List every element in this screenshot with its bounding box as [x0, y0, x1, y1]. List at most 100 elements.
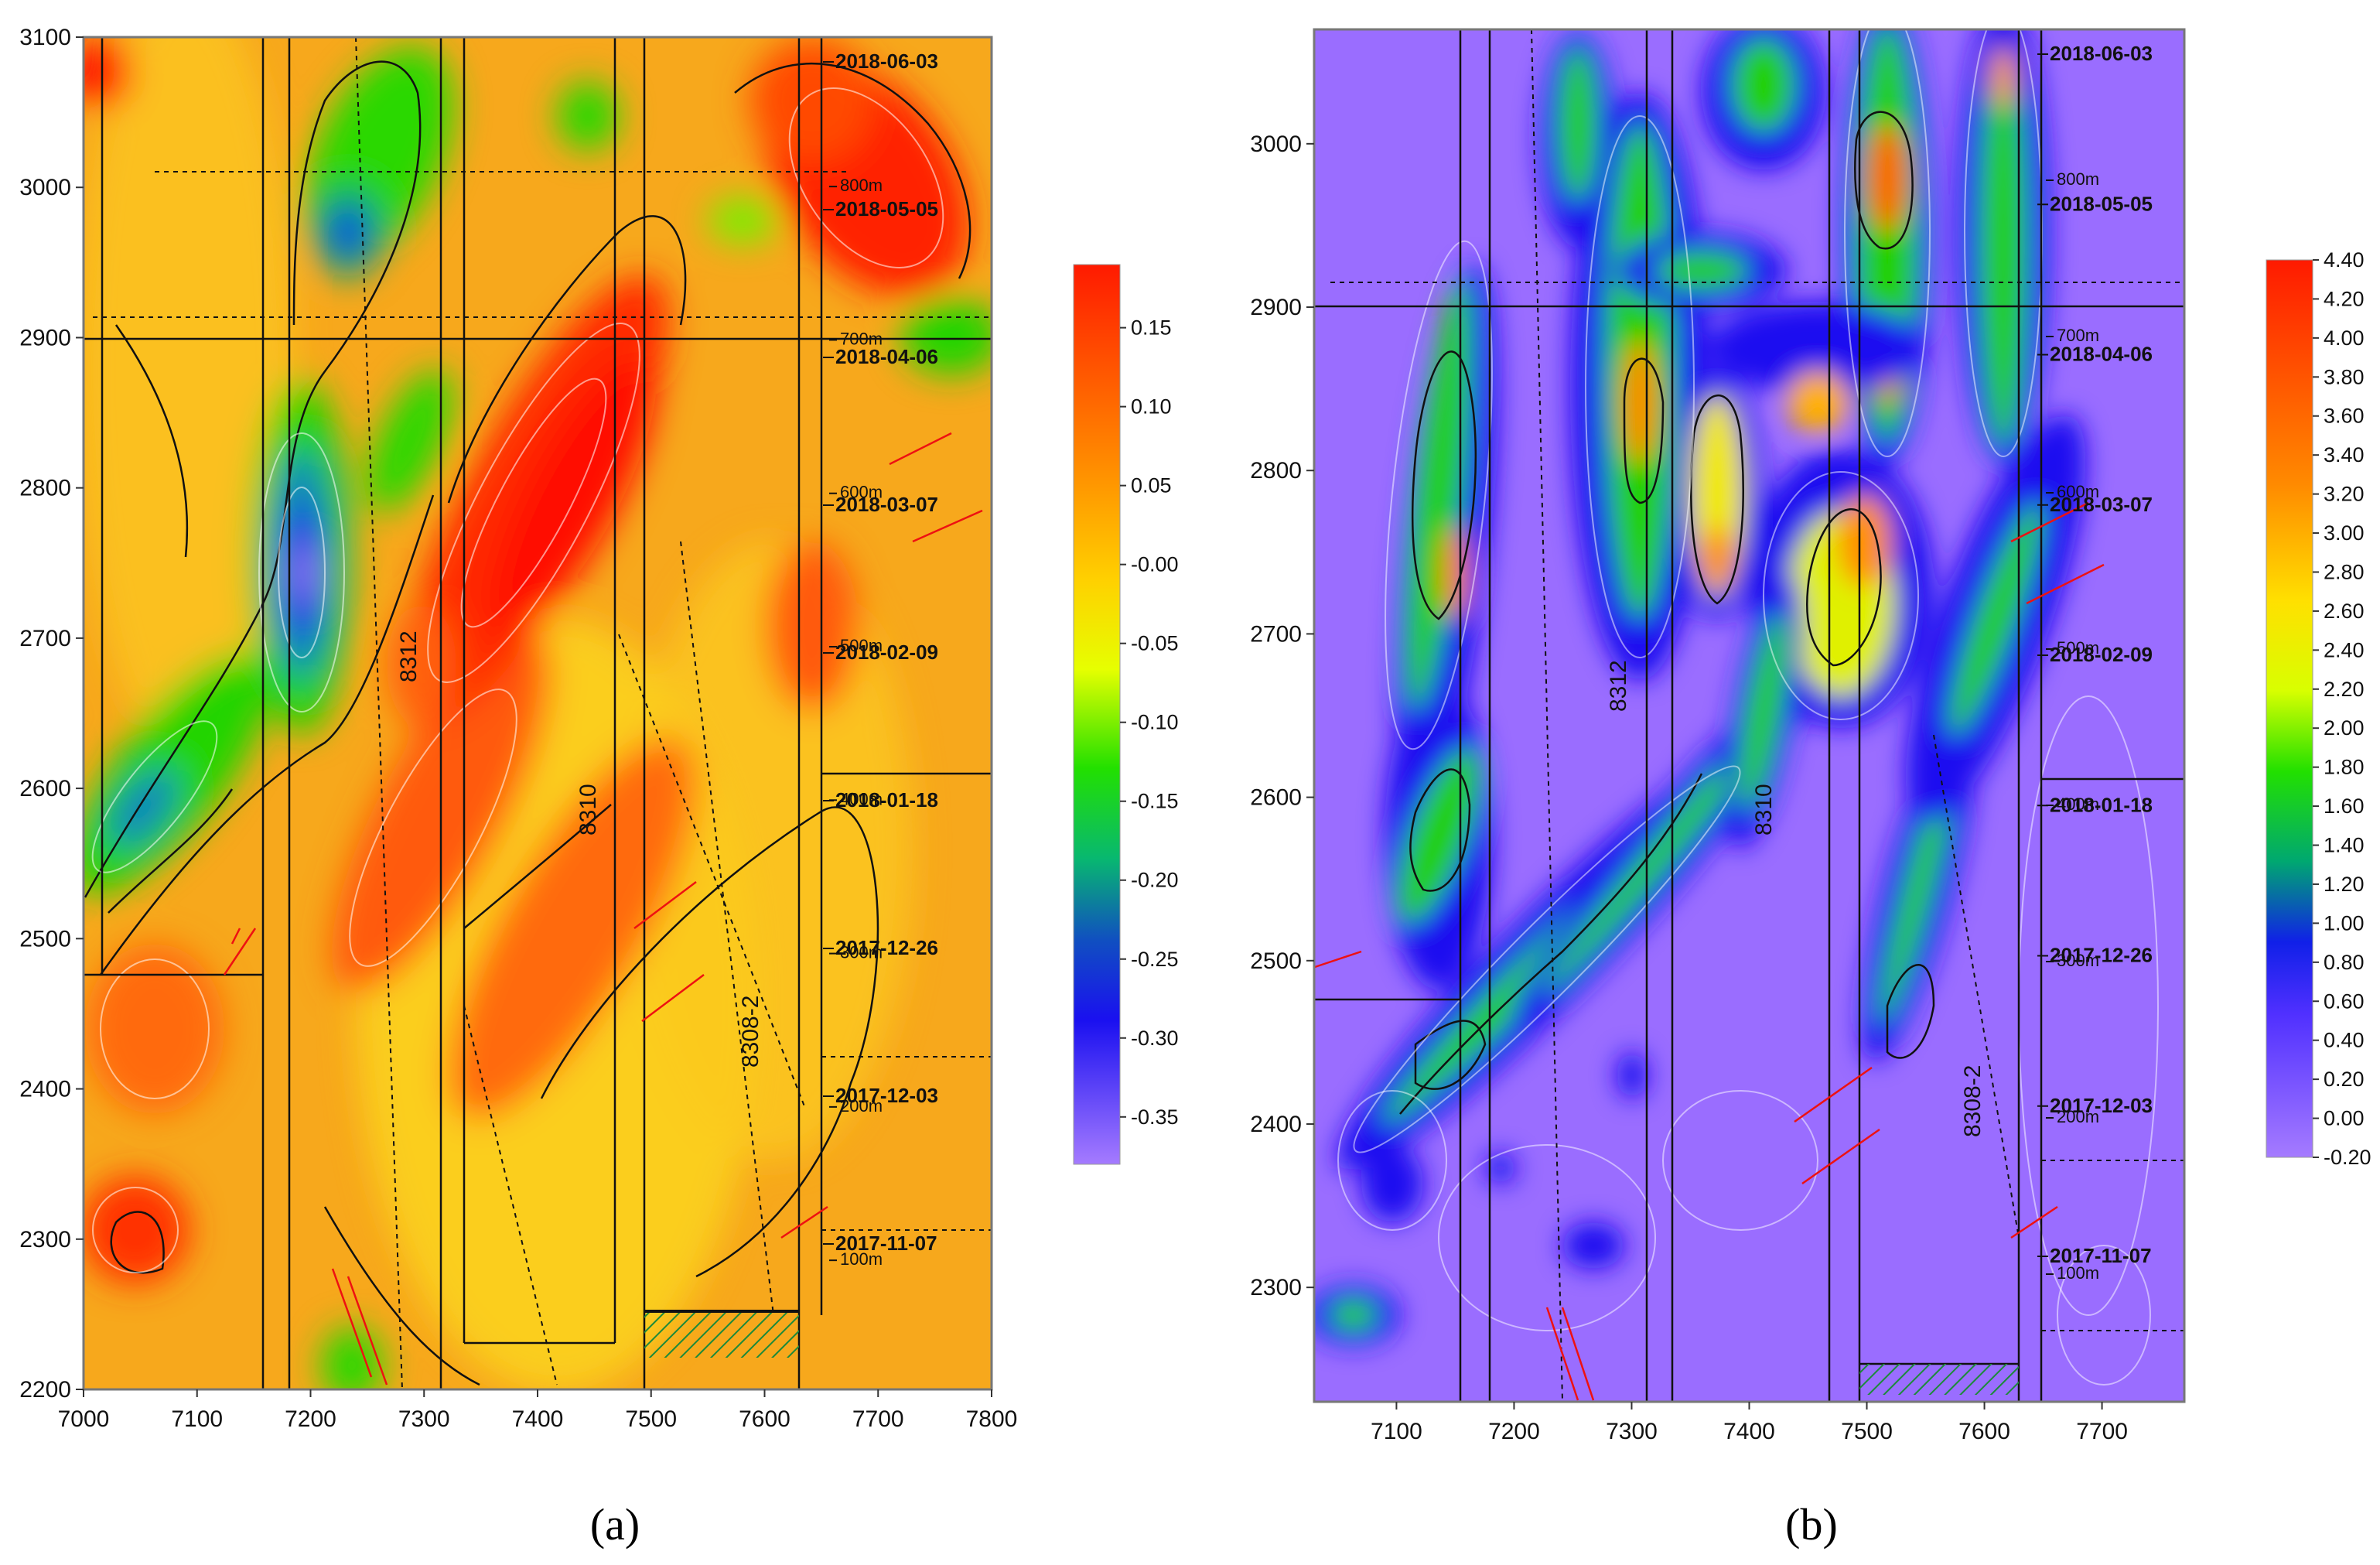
x-tick-label: 7300 [398, 1406, 450, 1432]
colorbar-tick-label: 4.40 [2324, 248, 2365, 272]
date-label: 2018-01-18 [2050, 793, 2153, 816]
panel-a-date-labels: 2018-06-03 2018-05-05 2018-04-06 2018-03-07… [823, 50, 938, 1255]
panel-b-y-axis: 2300 2400 2500 2600 2700 2800 2900 3000 [1250, 132, 1314, 1300]
x-tick-label: 7700 [2076, 1419, 2128, 1444]
y-tick-label: 2300 [1250, 1275, 1302, 1300]
distance-label: 800m [2057, 169, 2099, 189]
face-label-8312: 8312 [1606, 660, 1631, 712]
y-tick-label: 2700 [1250, 621, 1302, 647]
date-label: 2018-01-18 [835, 788, 938, 812]
date-label: 2018-05-05 [2050, 192, 2153, 215]
distance-label: 200m [840, 1096, 883, 1116]
x-tick-label: 7300 [1606, 1419, 1658, 1444]
date-label: 2017-12-03 [835, 1084, 938, 1107]
colorbar-tick-label: 1.00 [2324, 911, 2365, 935]
x-tick-label: 7000 [58, 1406, 110, 1432]
x-tick-label: 7400 [1723, 1419, 1775, 1444]
x-tick-label: 7700 [852, 1406, 904, 1432]
colorbar-tick-label: 0.80 [2324, 951, 2365, 974]
distance-label: 300m [840, 943, 883, 962]
panel-a-caption: (a) [590, 1499, 640, 1550]
colorbar-tick-label: -0.00 [1131, 553, 1179, 576]
date-label: 2018-03-07 [2050, 493, 2153, 516]
colorbar-tick-label: 2.40 [2324, 638, 2365, 661]
y-tick-label: 2500 [19, 926, 71, 952]
colorbar-tick-label: 0.15 [1131, 316, 1172, 340]
colorbar-tick-label: 0.00 [2324, 1107, 2365, 1130]
date-label: 2017-11-07 [835, 1232, 937, 1255]
y-tick-label: 2700 [19, 626, 71, 651]
distance-label: 300m [2057, 951, 2099, 970]
distance-label: 100m [840, 1249, 883, 1269]
colorbar-tick-label: 2.80 [2324, 560, 2365, 583]
date-label: 2017-12-03 [2050, 1094, 2153, 1117]
colorbar-tick-label: 1.40 [2324, 834, 2365, 857]
colorbar-tick-label: 3.60 [2324, 405, 2365, 428]
date-label: 2018-02-09 [2050, 643, 2153, 666]
face-label-8310: 8310 [1751, 784, 1777, 835]
panel-a-x-axis: 7000 7100 7200 7300 7400 7500 7600 7700 7800 [58, 1389, 1018, 1432]
distance-label: 500m [840, 636, 883, 655]
distance-label: 400m [840, 789, 883, 808]
distance-label: 400m [2057, 794, 2099, 814]
y-tick-label: 2400 [19, 1077, 71, 1102]
colorbar-tick-label: 1.80 [2324, 756, 2365, 779]
colorbar-tick-label: 1.60 [2324, 794, 2365, 818]
distance-label: 600m [840, 483, 883, 502]
colorbar-tick-label: -0.25 [1131, 948, 1179, 971]
colorbar-tick-label: 4.20 [2324, 287, 2365, 310]
face-label-8310: 8310 [575, 784, 601, 835]
y-tick-label: 2600 [19, 776, 71, 801]
x-tick-label: 7600 [1958, 1419, 2010, 1444]
face-label-8308-2: 8308-2 [1960, 1065, 1986, 1137]
colorbar-tick-label: 0.10 [1131, 395, 1172, 419]
panel-a-colorbar: 0.15 0.10 0.05 -0.00 -0.05 -0.10 -0.15 -0.20 -0.… [1073, 264, 1179, 1165]
date-label: 2018-03-07 [835, 493, 938, 516]
x-tick-label: 7100 [1371, 1419, 1422, 1444]
colorbar-tick-label: 3.20 [2324, 483, 2365, 506]
y-tick-label: 2900 [19, 325, 71, 350]
date-label: 2018-06-03 [835, 50, 938, 73]
panel-b-date-labels: 2018-06-03 2018-05-05 2018-04-06 2018-03-07… [2037, 42, 2153, 1267]
y-tick-label: 2400 [1250, 1112, 1302, 1137]
y-tick-label: 3000 [19, 175, 71, 200]
colorbar-tick-label: 3.80 [2324, 365, 2365, 388]
colorbar-tick-label: -0.10 [1131, 711, 1179, 734]
y-tick-label: 2900 [1250, 295, 1302, 320]
colorbar-tick-label: 1.20 [2324, 873, 2365, 896]
colorbar-tick-label: -0.15 [1131, 790, 1179, 813]
y-tick-label: 2600 [1250, 785, 1302, 811]
panel-b-x-axis: 7100 7200 7300 7400 7500 7600 7700 [1371, 1402, 2128, 1444]
panel-b-colorbar: 4.40 4.20 4.00 3.80 3.60 3.40 3.20 3.00 2.80 2.60… [2266, 248, 2371, 1169]
x-tick-label: 7400 [512, 1406, 564, 1432]
date-label: 2018-04-06 [835, 345, 938, 368]
x-tick-label: 7800 [966, 1406, 1018, 1432]
panel-a-distance-labels: 800m 700m 600m 500m 400m 300m 200m 100m [829, 176, 883, 1269]
panel-a-map: 8312 8310 8308-2 2018-06-032018-05-05201… [19, 25, 1179, 1550]
colorbar-tick-label: -0.35 [1131, 1105, 1179, 1129]
distance-label: 100m [2057, 1263, 2099, 1283]
y-tick-label: 2500 [1250, 948, 1302, 974]
x-tick-label: 7100 [171, 1406, 223, 1432]
colorbar-tick-label: 2.00 [2324, 716, 2365, 740]
colorbar-tick-label: 0.20 [2324, 1068, 2365, 1091]
colorbar-tick-label: -0.05 [1131, 632, 1179, 655]
y-tick-label: 3000 [1250, 132, 1302, 157]
y-tick-label: 2300 [19, 1227, 71, 1252]
y-tick-label: 2800 [19, 476, 71, 501]
date-label: 2018-02-09 [835, 641, 938, 664]
distance-label: 500m [2057, 638, 2099, 658]
colorbar-tick-label: -0.30 [1131, 1027, 1179, 1050]
panel-a-y-axis: 2200 2300 2400 2500 2600 2700 2800 2900 3000 3100 [19, 25, 84, 1403]
date-label: 2017-11-07 [2050, 1244, 2152, 1267]
x-tick-label: 7500 [1841, 1419, 1893, 1444]
y-tick-label: 2800 [1250, 458, 1302, 484]
distance-label: 700m [840, 329, 883, 348]
distance-label: 800m [840, 176, 883, 195]
colorbar-tick-label: 2.60 [2324, 600, 2365, 623]
y-tick-label: 2200 [19, 1377, 71, 1403]
date-label: 2018-06-03 [2050, 42, 2153, 65]
colorbar-tick-label: 0.05 [1131, 474, 1172, 497]
x-tick-label: 7200 [285, 1406, 336, 1432]
colorbar-tick-label: 3.40 [2324, 443, 2365, 466]
